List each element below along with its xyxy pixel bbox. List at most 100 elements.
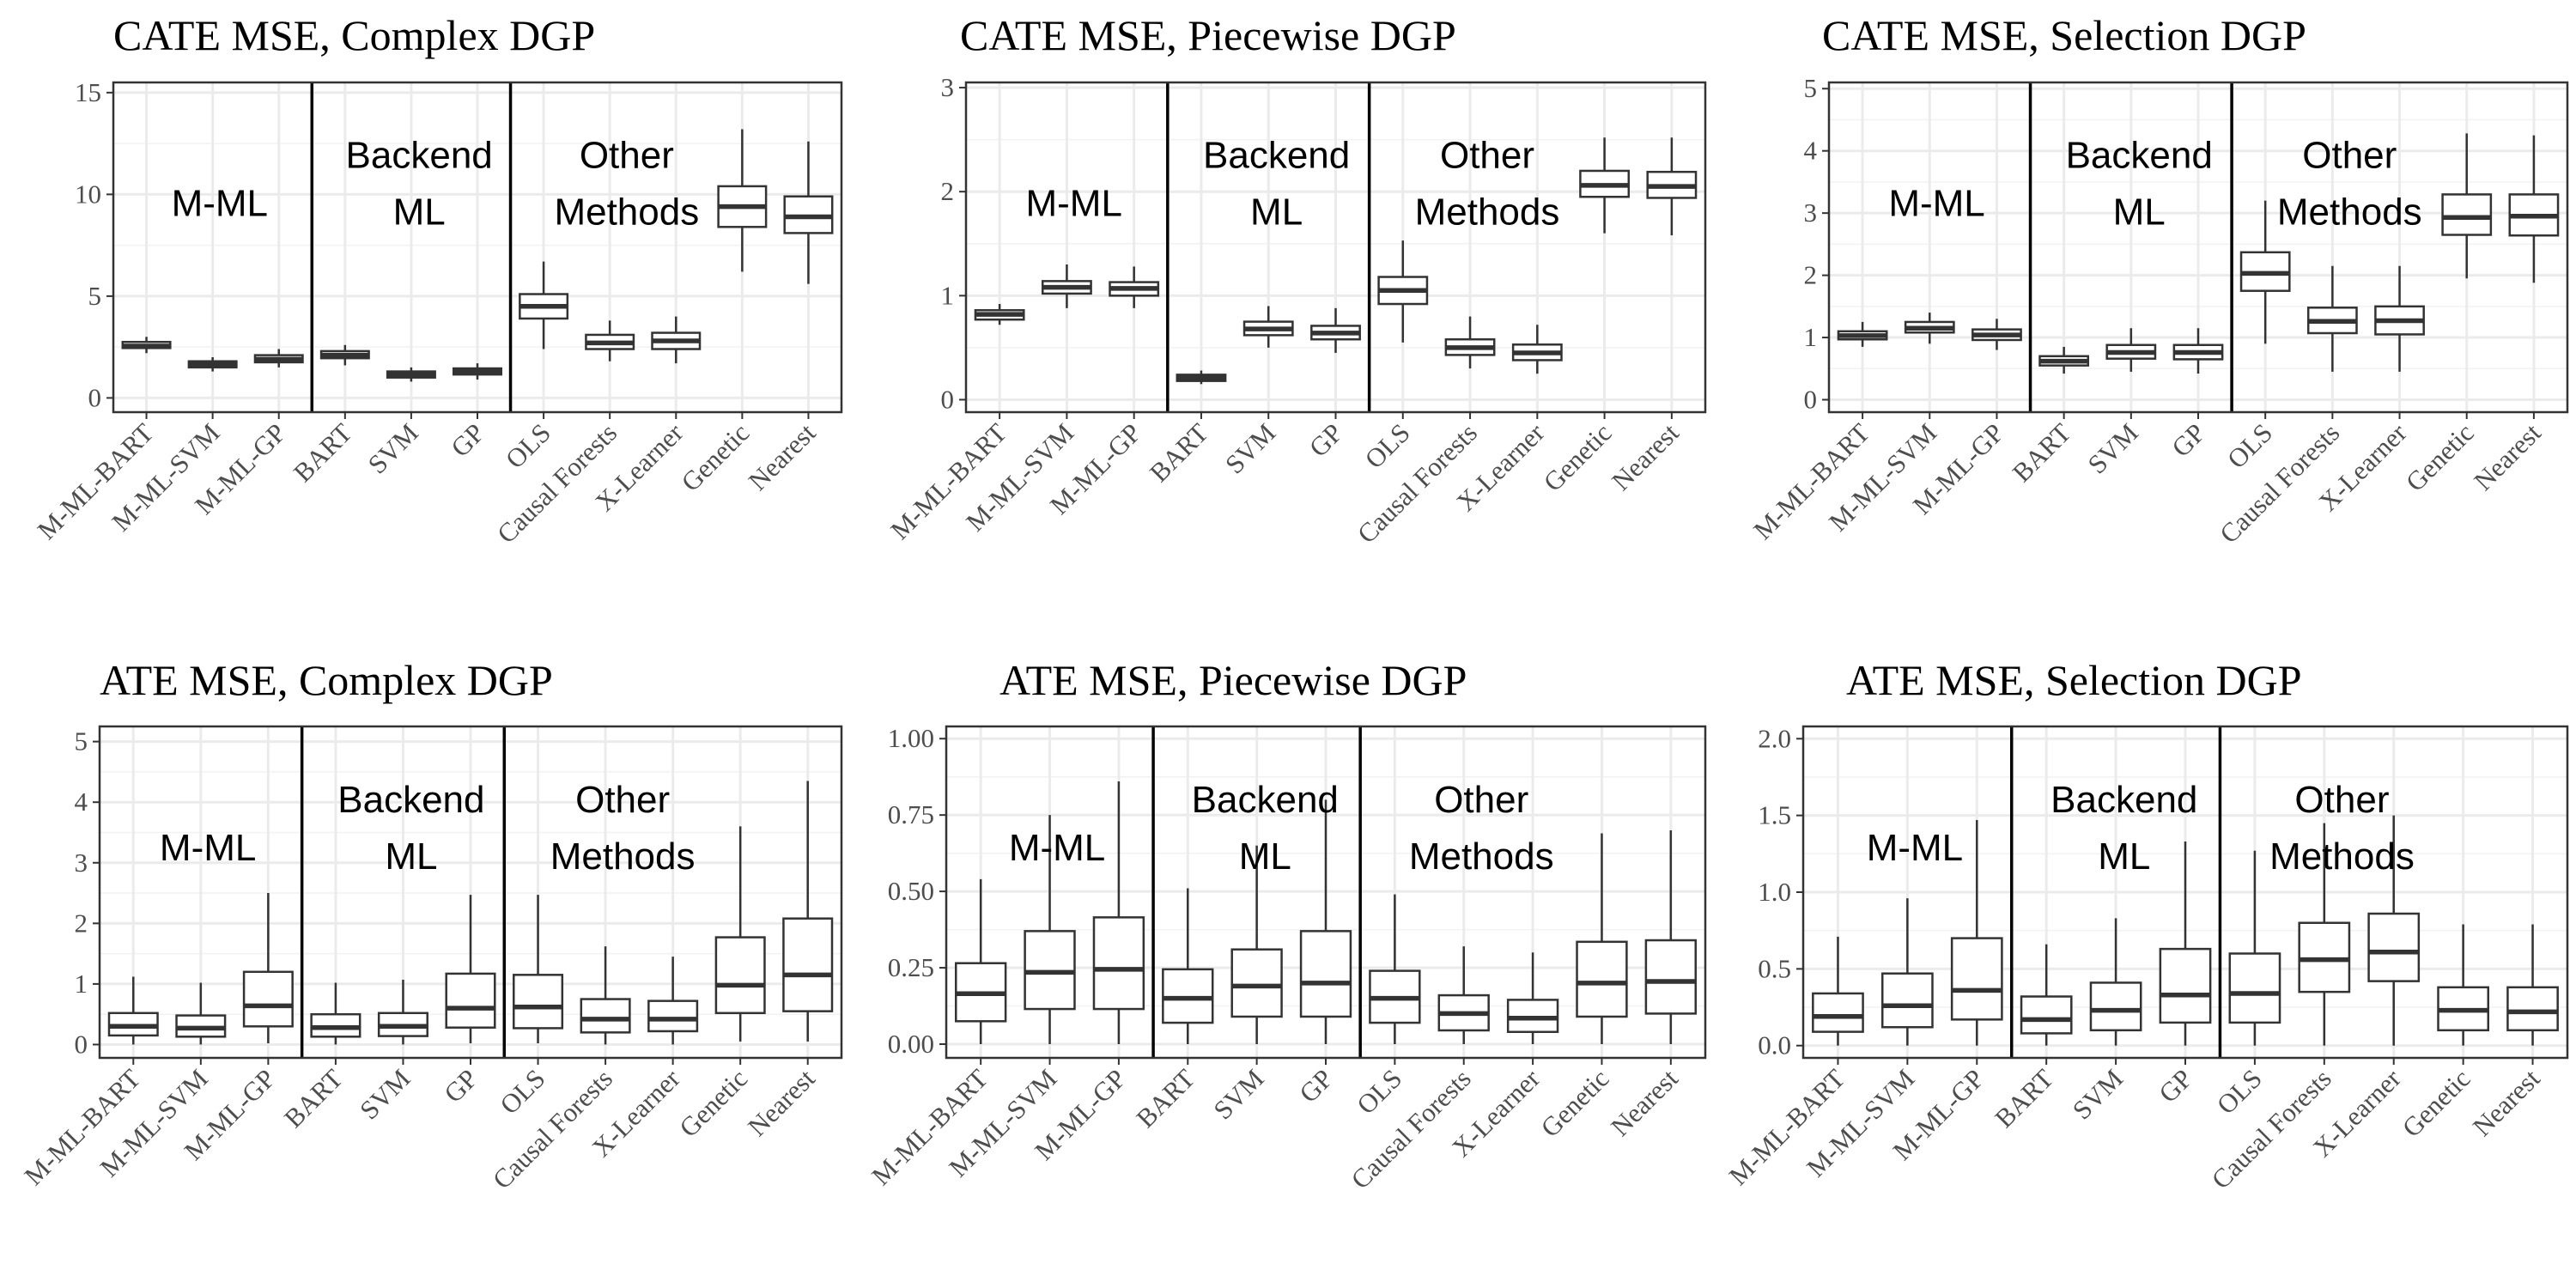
- group-label: Other: [580, 135, 674, 177]
- box-SVM: [377, 979, 428, 1045]
- box-body: [445, 972, 496, 1029]
- group-label: Other: [575, 779, 670, 821]
- group-label: M-ML: [1867, 827, 1963, 869]
- box-body: [1812, 992, 1864, 1033]
- group-label: Methods: [2269, 835, 2415, 878]
- panel-6: ATE MSE, Selection DGP 0.0 0.5 1.0 1.5 2.0 M-M…: [1723, 656, 2569, 1194]
- box-body: [1230, 948, 1283, 1018]
- box-X-Learner: [1506, 952, 1559, 1044]
- box-body: [1299, 930, 1352, 1018]
- group-label: Other: [2302, 135, 2397, 177]
- box-Nearest: [1644, 829, 1697, 1044]
- box-BART: [1162, 888, 1214, 1044]
- box-BART: [2038, 346, 2090, 374]
- x-tick-label: Causal Forests: [1345, 1063, 1476, 1194]
- x-tick-label: GP: [2166, 417, 2211, 463]
- y-tick-label: 3: [941, 72, 955, 102]
- x-tick-label: BART: [288, 417, 358, 488]
- y-tick-label: 0: [1804, 385, 1818, 415]
- box-X-Learner: [651, 316, 702, 364]
- box-M-ML-SVM: [1041, 264, 1092, 308]
- group-label: Backend: [2050, 779, 2197, 821]
- box-Nearest: [783, 141, 834, 284]
- y-tick-label: 1.0: [1758, 877, 1791, 907]
- y-tick-label: 2: [941, 176, 955, 206]
- x-tick-label: Nearest: [742, 1063, 821, 1142]
- panel-border: [112, 81, 843, 414]
- box-GP: [445, 895, 496, 1044]
- x-tick-label: Nearest: [1605, 1063, 1684, 1142]
- box-GP: [452, 363, 503, 380]
- x-tick-label: GP: [445, 417, 490, 463]
- y-tick-label: 0.00: [888, 1029, 934, 1059]
- group-label: M-ML: [172, 182, 268, 224]
- panel-5: ATE MSE, Piecewise DGP 0.00 0.25 0.50 0.75 1.…: [866, 656, 1707, 1194]
- box-body: [647, 999, 699, 1033]
- box-GP: [1299, 799, 1352, 1044]
- y-tick-label: 2.0: [1758, 723, 1791, 753]
- x-tick-label: OLS: [494, 1063, 550, 1120]
- x-tick-label: BART: [1144, 417, 1214, 488]
- group-label: ML: [385, 835, 437, 878]
- y-tick-label: 0: [941, 384, 955, 414]
- box-OLS: [1377, 240, 1429, 343]
- box-Causal Forests: [580, 946, 631, 1045]
- box-body: [2089, 981, 2142, 1032]
- x-tick-label: OLS: [1359, 417, 1416, 474]
- y-tick-label: 0.75: [888, 799, 934, 829]
- box-OLS: [519, 261, 569, 349]
- x-tick-label: M-ML-BART: [884, 417, 1012, 545]
- box-M-ML-SVM: [187, 357, 238, 372]
- box-M-ML-GP: [242, 893, 294, 1044]
- x-tick-label: OLS: [2211, 1063, 2268, 1120]
- box-body: [2228, 952, 2281, 1024]
- box-body: [1644, 939, 1697, 1015]
- box-body: [1950, 937, 2003, 1021]
- box-SVM: [2105, 328, 2157, 372]
- x-tick-label: SVM: [1207, 1063, 1269, 1125]
- group-label: Methods: [550, 835, 696, 878]
- box-OLS: [1369, 894, 1421, 1044]
- box-M-ML-BART: [121, 337, 172, 354]
- x-tick-label: GP: [1303, 417, 1349, 463]
- box-SVM: [1230, 845, 1283, 1044]
- box-M-ML-SVM: [175, 982, 227, 1045]
- x-tick-label: M-ML-BART: [18, 1063, 146, 1191]
- box-M-ML-BART: [1812, 936, 1864, 1046]
- box-M-ML-GP: [1950, 820, 2003, 1046]
- group-label: Backend: [1203, 135, 1350, 177]
- group-label: Other: [1434, 779, 1528, 821]
- box-body: [2367, 912, 2421, 982]
- box-BART: [319, 344, 370, 366]
- box-Causal Forests: [1437, 946, 1490, 1044]
- x-tick-label: OLS: [1351, 1063, 1407, 1120]
- panel-title: CATE MSE, Selection DGP: [1822, 11, 2306, 59]
- group-label: Methods: [554, 191, 699, 234]
- box-X-Learner: [2367, 815, 2421, 1046]
- panel-border: [945, 725, 1707, 1060]
- panel-border: [964, 81, 1707, 414]
- y-tick-label: 0.25: [888, 952, 934, 982]
- box-SVM: [1242, 306, 1294, 348]
- box-body: [2506, 986, 2559, 1032]
- group-label: Backend: [346, 135, 493, 177]
- x-tick-label: Genetic: [2397, 1063, 2476, 1143]
- y-tick-label: 5: [1804, 73, 1818, 103]
- group-label: M-ML: [1888, 182, 1984, 224]
- box-Nearest: [1646, 137, 1698, 236]
- x-tick-label: Nearest: [2468, 417, 2547, 496]
- panel-title: ATE MSE, Selection DGP: [1846, 656, 2302, 704]
- group-label: ML: [2098, 835, 2150, 878]
- box-Nearest: [2506, 924, 2559, 1046]
- x-tick-label: SVM: [354, 1063, 416, 1125]
- x-tick-label: SVM: [1219, 417, 1281, 479]
- panel-2: CATE MSE, Piecewise DGP 0 1 2 3 M-ML-BART M-ML…: [884, 11, 1707, 549]
- group-label: Other: [2294, 779, 2389, 821]
- y-tick-label: 1.00: [888, 723, 934, 753]
- box-Genetic: [714, 826, 766, 1042]
- box-Nearest: [2508, 135, 2560, 283]
- group-label: Backend: [1192, 779, 1339, 821]
- y-tick-label: 1: [1804, 322, 1818, 352]
- box-Causal Forests: [2306, 265, 2358, 372]
- x-tick-label: Genetic: [1538, 417, 1618, 497]
